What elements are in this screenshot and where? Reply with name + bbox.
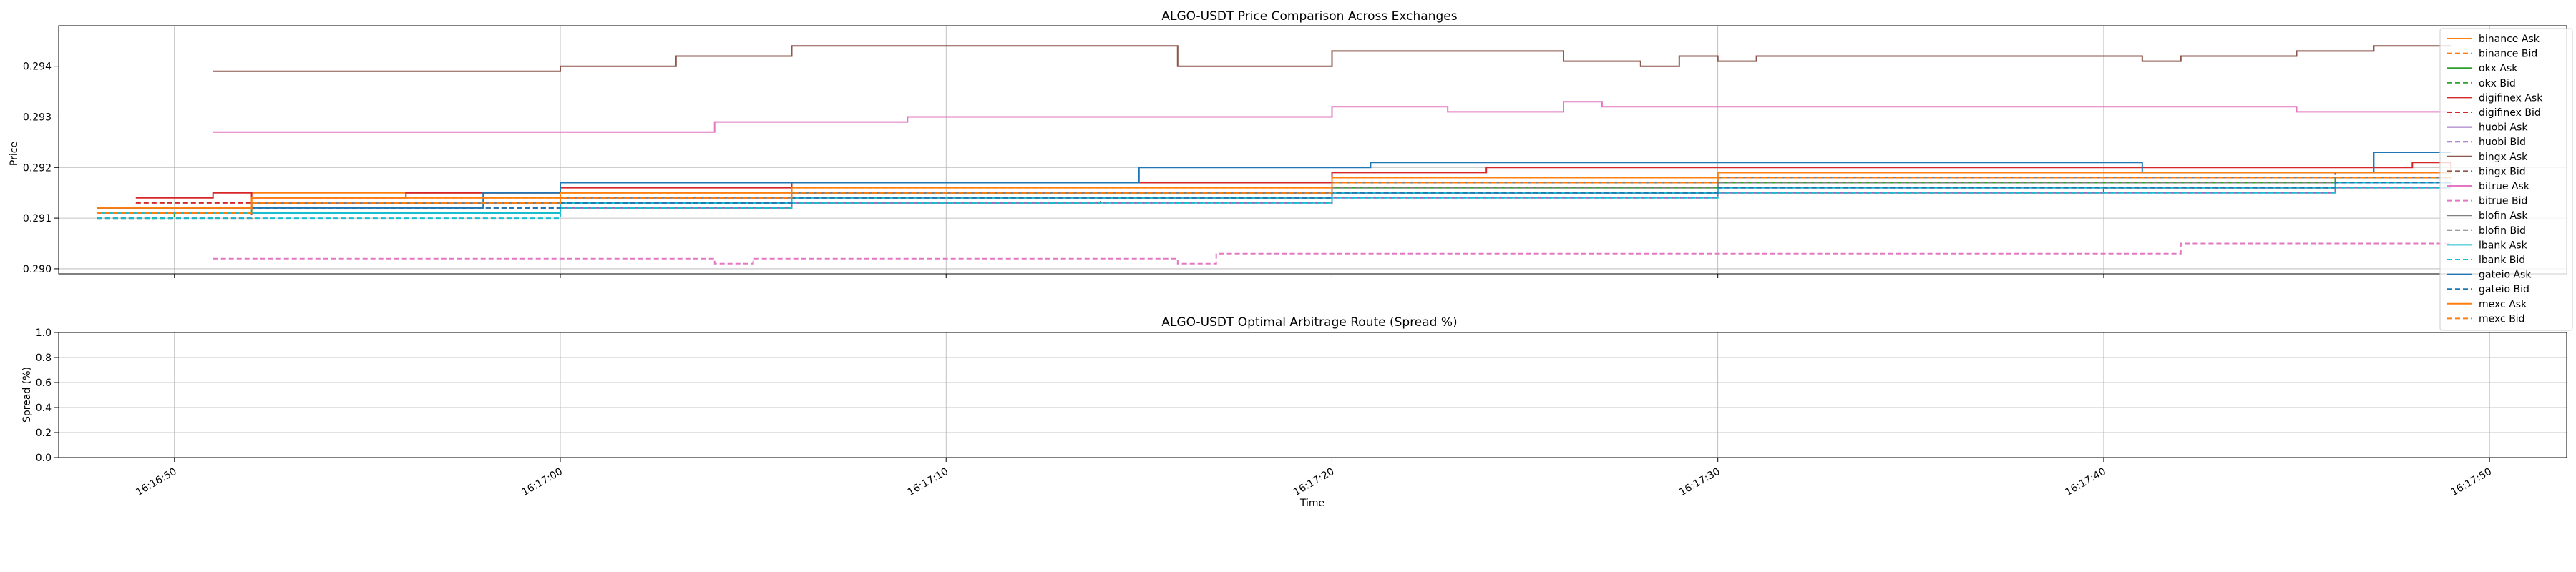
series-line-bitrue-bid [213,242,2451,265]
legend-label: mexc Bid [2479,313,2525,325]
bottom-chart-grid [59,332,2567,458]
top-chart-legend: binance Ask binance Bid okx Ask okx Bid digi… [2439,28,2573,331]
bottom-ytick-label: 0.6 [36,378,52,389]
legend-label: binance Ask [2479,34,2540,45]
legend-label: blofin Ask [2479,210,2528,222]
bottom-xtick-label: 16:17:10 [906,466,950,498]
legend-label: bitrue Bid [2479,196,2527,207]
bottom-ytick-label: 1.0 [36,327,52,339]
legend-label: gateio Ask [2479,270,2532,281]
top-ytick-label: 0.290 [23,264,52,275]
top-ytick-label: 0.293 [23,112,52,123]
top-ytick-label: 0.294 [23,61,52,73]
top-chart-title: ALGO-USDT Price Comparison Across Exchan… [1161,9,1457,24]
legend-label: bingx Ask [2479,152,2528,163]
bottom-xtick-label: 16:17:00 [520,466,565,498]
top-chart-frame [58,25,2567,275]
legend-label: mexc Ask [2479,299,2527,310]
top-ytick-label: 0.291 [23,213,52,225]
series-line-huobi-ask [97,182,2451,209]
bottom-ytick-label: 0.8 [36,352,52,364]
top-chart-ylabel: Price [9,142,20,166]
legend-label: blofin Bid [2479,225,2526,237]
legend-label: digifinex Ask [2479,92,2543,104]
arbitrage-spread-chart: ALGO-USDT Optimal Arbitrage Route (Sprea… [21,315,2567,509]
bottom-chart-yticks: 0.0 0.2 0.4 0.6 0.8 1.0 [36,327,59,464]
bottom-xtick-label: 16:17:30 [1677,466,1722,498]
bottom-xtick-label: 16:17:50 [2449,466,2494,498]
series-line-mexc-ask [97,172,2451,209]
top-chart-grid [59,26,2567,274]
legend-label: binance Bid [2479,49,2537,60]
series-line-gateio-ask [97,152,2451,209]
top-chart-xticks [174,274,2490,278]
legend-label: lbank Ask [2479,240,2528,251]
legend-label: bingx Bid [2479,166,2526,177]
bottom-ytick-label: 0.4 [36,403,52,414]
bottom-xtick-label: 16:17:20 [1292,466,1336,498]
legend-label: okx Ask [2479,63,2518,74]
bottom-chart-xlabel: Time [1299,498,1324,509]
bottom-chart-ylabel: Spread (%) [21,367,33,423]
series-line-bingx-ask [213,45,2451,72]
series-line-mexc-bid [97,177,2451,214]
bottom-chart-xticks: 16:16:50 16:17:00 16:17:10 16:17:20 16:17:30… [134,458,2494,498]
top-ytick-label: 0.292 [23,162,52,174]
series-line-huobi-bid [97,187,2451,214]
legend-label: huobi Bid [2479,137,2526,148]
legend-label: bitrue Ask [2479,181,2530,192]
series-line-bitrue-ask [213,101,2452,133]
series-line-gateio-bid [97,182,2451,214]
bottom-ytick-label: 0.2 [36,428,52,439]
top-chart-series [97,45,2452,265]
legend-label: okx Bid [2479,78,2516,89]
bottom-xtick-label: 16:17:40 [2063,466,2107,498]
top-chart-yticks: 0.290 0.291 0.292 0.293 0.294 [23,61,59,275]
bottom-chart-title: ALGO-USDT Optimal Arbitrage Route (Sprea… [1161,315,1457,330]
legend-label: digifinex Bid [2479,107,2541,119]
legend-label: lbank Bid [2479,255,2525,266]
bottom-chart-frame [58,332,2567,458]
legend-box [2439,28,2573,331]
price-comparison-chart: ALGO-USDT Price Comparison Across Exchan… [9,9,2573,331]
bottom-xtick-label: 16:16:50 [134,466,178,498]
legend-label: gateio Bid [2479,284,2529,295]
series-line-lbank-bid [97,187,2451,220]
bottom-ytick-label: 0.0 [36,453,52,464]
legend-label: huobi Ask [2479,122,2528,134]
